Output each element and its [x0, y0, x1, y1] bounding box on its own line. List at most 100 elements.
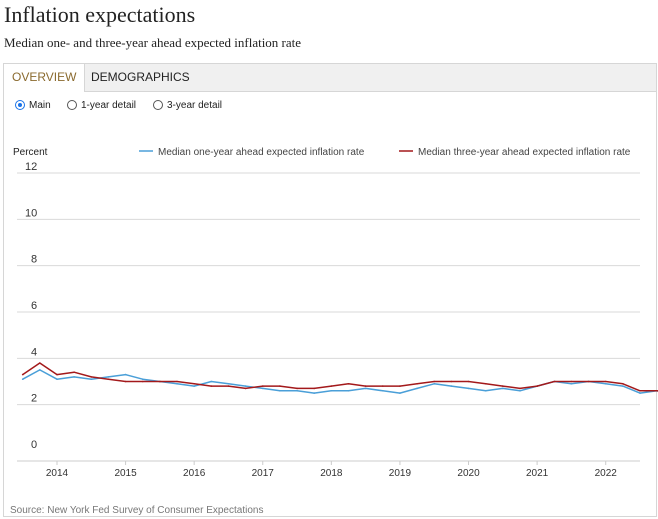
- radio-1-year-detail[interactable]: 1-year detail: [67, 100, 136, 111]
- radio-selected-icon: [15, 100, 25, 110]
- data-point: [364, 387, 367, 390]
- page-subtitle: Median one- and three-year ahead expecte…: [4, 35, 302, 50]
- data-point: [364, 385, 367, 387]
- data-point: [347, 390, 350, 392]
- data-point: [639, 392, 641, 394]
- data-point: [450, 385, 453, 387]
- data-point: [519, 387, 521, 390]
- data-point: [107, 376, 110, 378]
- gridlines: [17, 172, 640, 406]
- data-point: [570, 380, 573, 383]
- x-tick-label: 2017: [252, 468, 275, 479]
- legend-three-year[interactable]: Median three-year ahead expected inflati…: [418, 147, 631, 158]
- data-point: [262, 385, 264, 387]
- data-point: [56, 378, 58, 381]
- y-tick-label: 10: [25, 207, 37, 219]
- data-point: [467, 380, 470, 383]
- y-tick-label: 8: [31, 254, 37, 266]
- data-point: [21, 373, 24, 376]
- data-point: [450, 380, 453, 383]
- data-point: [227, 385, 230, 387]
- tab-bar: OVERVIEW DEMOGRAPHICS: [4, 64, 656, 92]
- data-point: [39, 369, 41, 371]
- legend-one-year[interactable]: Median one-year ahead expected inflation…: [158, 147, 365, 158]
- data-point: [244, 387, 247, 390]
- x-tick-label: 2014: [46, 468, 69, 479]
- y-axis: 0 2 4 6 8 10 12: [25, 161, 37, 451]
- data-point: [227, 383, 230, 385]
- data-point: [484, 390, 487, 392]
- x-axis: 2014 2015 2016 2017 2018 2019 2020 2021 2022: [17, 460, 640, 479]
- data-point: [502, 387, 504, 390]
- data-point: [622, 383, 624, 385]
- radio-main-label: Main: [29, 100, 51, 111]
- radio-empty-icon: [153, 100, 163, 110]
- data-point: [622, 385, 624, 387]
- y-tick-label: 0: [31, 439, 37, 451]
- data-point: [519, 390, 521, 392]
- data-point: [604, 383, 607, 385]
- radio-1-year-label: 1-year detail: [81, 100, 137, 111]
- x-tick-label: 2019: [389, 468, 412, 479]
- data-point: [536, 385, 538, 387]
- data-point: [159, 380, 161, 383]
- data-point: [639, 390, 641, 392]
- source-note: Source: New York Fed Survey of Consumer …: [10, 505, 264, 516]
- data-point: [313, 392, 316, 394]
- data-point: [262, 387, 264, 390]
- y-tick-label: 2: [31, 393, 37, 405]
- data-point: [21, 378, 24, 381]
- radio-3-year-label: 3-year detail: [167, 100, 223, 111]
- x-tick-label: 2021: [526, 468, 549, 479]
- series-lines: [21, 354, 658, 394]
- data-point: [176, 383, 178, 385]
- data-point: [244, 385, 247, 387]
- y-tick-label: 4: [31, 346, 37, 358]
- radio-empty-icon: [67, 100, 77, 110]
- data-point: [210, 385, 213, 387]
- tab-overview[interactable]: OVERVIEW: [4, 64, 86, 92]
- data-point: [313, 387, 316, 390]
- data-point: [141, 380, 144, 383]
- radio-main[interactable]: Main: [15, 100, 51, 111]
- x-tick-label: 2016: [183, 468, 206, 479]
- y-tick-label: 6: [31, 300, 37, 312]
- data-point: [347, 383, 350, 385]
- data-point: [124, 380, 127, 383]
- y-tick-label: 12: [25, 161, 37, 173]
- data-point: [56, 373, 58, 376]
- series-three-year-line[interactable]: [22, 354, 658, 393]
- chart-panel: OVERVIEW DEMOGRAPHICS Main 1-year detail…: [3, 63, 657, 517]
- data-point: [73, 376, 75, 378]
- data-point: [210, 380, 213, 383]
- data-point: [484, 383, 487, 385]
- data-point: [416, 387, 418, 390]
- tab-demographics[interactable]: DEMOGRAPHICS: [91, 70, 190, 84]
- data-point: [90, 378, 93, 381]
- x-tick-label: 2015: [114, 468, 137, 479]
- data-point: [296, 387, 298, 390]
- data-point: [502, 385, 504, 387]
- data-point: [90, 376, 93, 378]
- page-title: Inflation expectations: [4, 2, 196, 27]
- data-point: [176, 380, 178, 383]
- data-point: [382, 385, 384, 387]
- radio-3-year-detail[interactable]: 3-year detail: [153, 100, 222, 111]
- data-point: [193, 385, 195, 387]
- data-point: [587, 380, 590, 383]
- data-point: [433, 383, 436, 385]
- data-point: [124, 373, 127, 376]
- legend: Median one-year ahead expected inflation…: [139, 147, 631, 158]
- data-point: [570, 383, 573, 385]
- x-tick-label: 2020: [457, 468, 480, 479]
- data-point: [467, 387, 470, 390]
- data-point: [382, 390, 384, 392]
- data-point: [604, 380, 607, 383]
- y-axis-title: Percent: [13, 147, 48, 158]
- data-point: [279, 385, 281, 387]
- x-tick-label: 2018: [320, 468, 343, 479]
- data-point: [193, 383, 195, 385]
- data-point: [416, 383, 418, 385]
- data-point: [330, 385, 333, 387]
